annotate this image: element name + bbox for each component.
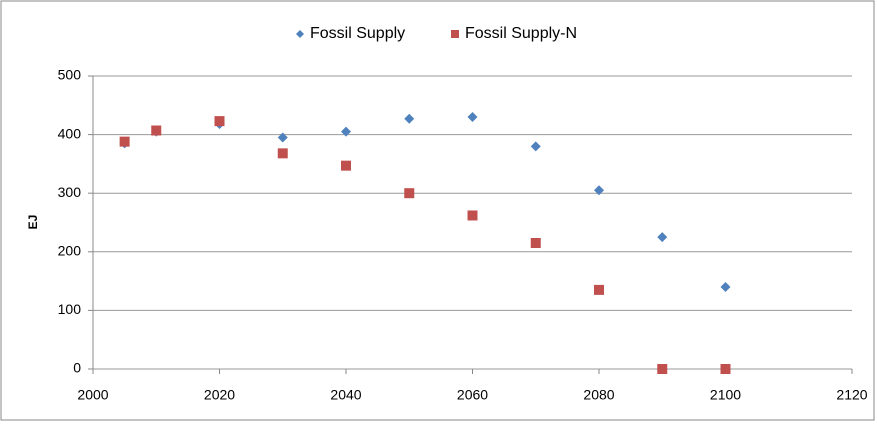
y-tick-label: 200	[58, 243, 82, 259]
point	[277, 132, 288, 143]
point	[657, 232, 668, 243]
x-tick-label: 2040	[330, 387, 361, 403]
y-tick-label: 500	[58, 67, 82, 83]
x-tick-label: 2100	[710, 387, 741, 403]
point	[277, 148, 288, 159]
legend-label: Fossil Supply-N	[465, 25, 577, 42]
x-tick-label: 2120	[836, 387, 867, 403]
legend-label: Fossil Supply	[310, 25, 405, 42]
point	[467, 210, 478, 221]
legend-marker	[451, 30, 459, 38]
point	[720, 364, 731, 374]
point	[467, 112, 478, 123]
point	[214, 116, 225, 127]
y-tick-label: 0	[73, 360, 81, 376]
point	[404, 113, 415, 124]
point	[594, 284, 604, 295]
y-tick-label: 400	[58, 125, 82, 141]
point	[720, 281, 731, 292]
point	[594, 185, 604, 196]
x-tick-label: 2080	[583, 387, 614, 403]
x-tick-label: 2020	[204, 387, 235, 403]
x-tick-label: 2060	[457, 387, 488, 403]
legend-marker	[296, 30, 304, 38]
point	[530, 238, 541, 249]
point	[341, 126, 351, 137]
y-tick-label: 300	[58, 184, 82, 200]
point	[119, 136, 130, 147]
x-tick-label: 2000	[77, 387, 108, 403]
y-tick-label: 100	[58, 301, 82, 317]
point	[530, 141, 541, 152]
point	[404, 188, 415, 199]
point	[657, 364, 668, 374]
y-axis-label: EJ	[26, 215, 40, 230]
point	[341, 160, 351, 171]
point	[151, 125, 162, 136]
